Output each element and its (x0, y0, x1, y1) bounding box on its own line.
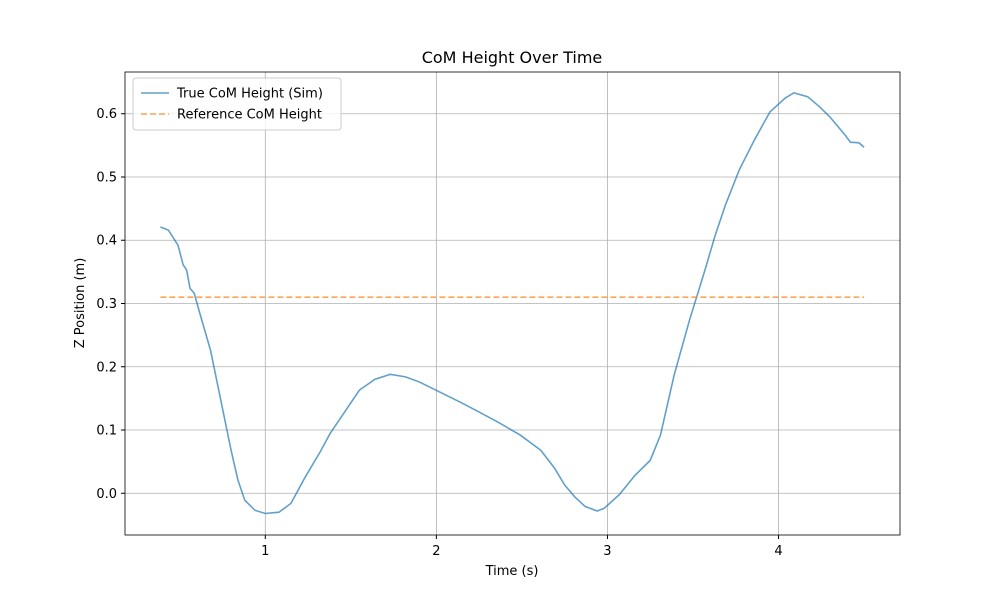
legend-box (132, 77, 342, 131)
y-tick-label: 0.5 (96, 170, 117, 185)
legend-label: True CoM Height (Sim) (176, 87, 323, 102)
y-tick-label: 0.2 (96, 360, 117, 375)
y-axis-label: Z Position (m) (73, 258, 88, 349)
plot-frame (124, 71, 901, 536)
x-tick-label: 2 (432, 544, 440, 559)
series-line (160, 92, 865, 515)
y-tick-label: 0.0 (96, 487, 117, 502)
x-tick-label: 4 (774, 544, 782, 559)
y-tick-label: 0.1 (96, 424, 117, 439)
x-tick-label: 3 (603, 544, 611, 559)
chart-title: CoM Height Over Time (422, 48, 603, 67)
y-tick-label: 0.6 (96, 107, 117, 122)
x-tick-label: 1 (261, 544, 269, 559)
y-tick-label: 0.4 (96, 234, 117, 249)
x-axis-label: Time (s) (485, 564, 539, 579)
legend-label: Reference CoM Height (177, 108, 322, 123)
y-tick-label: 0.3 (96, 297, 117, 312)
